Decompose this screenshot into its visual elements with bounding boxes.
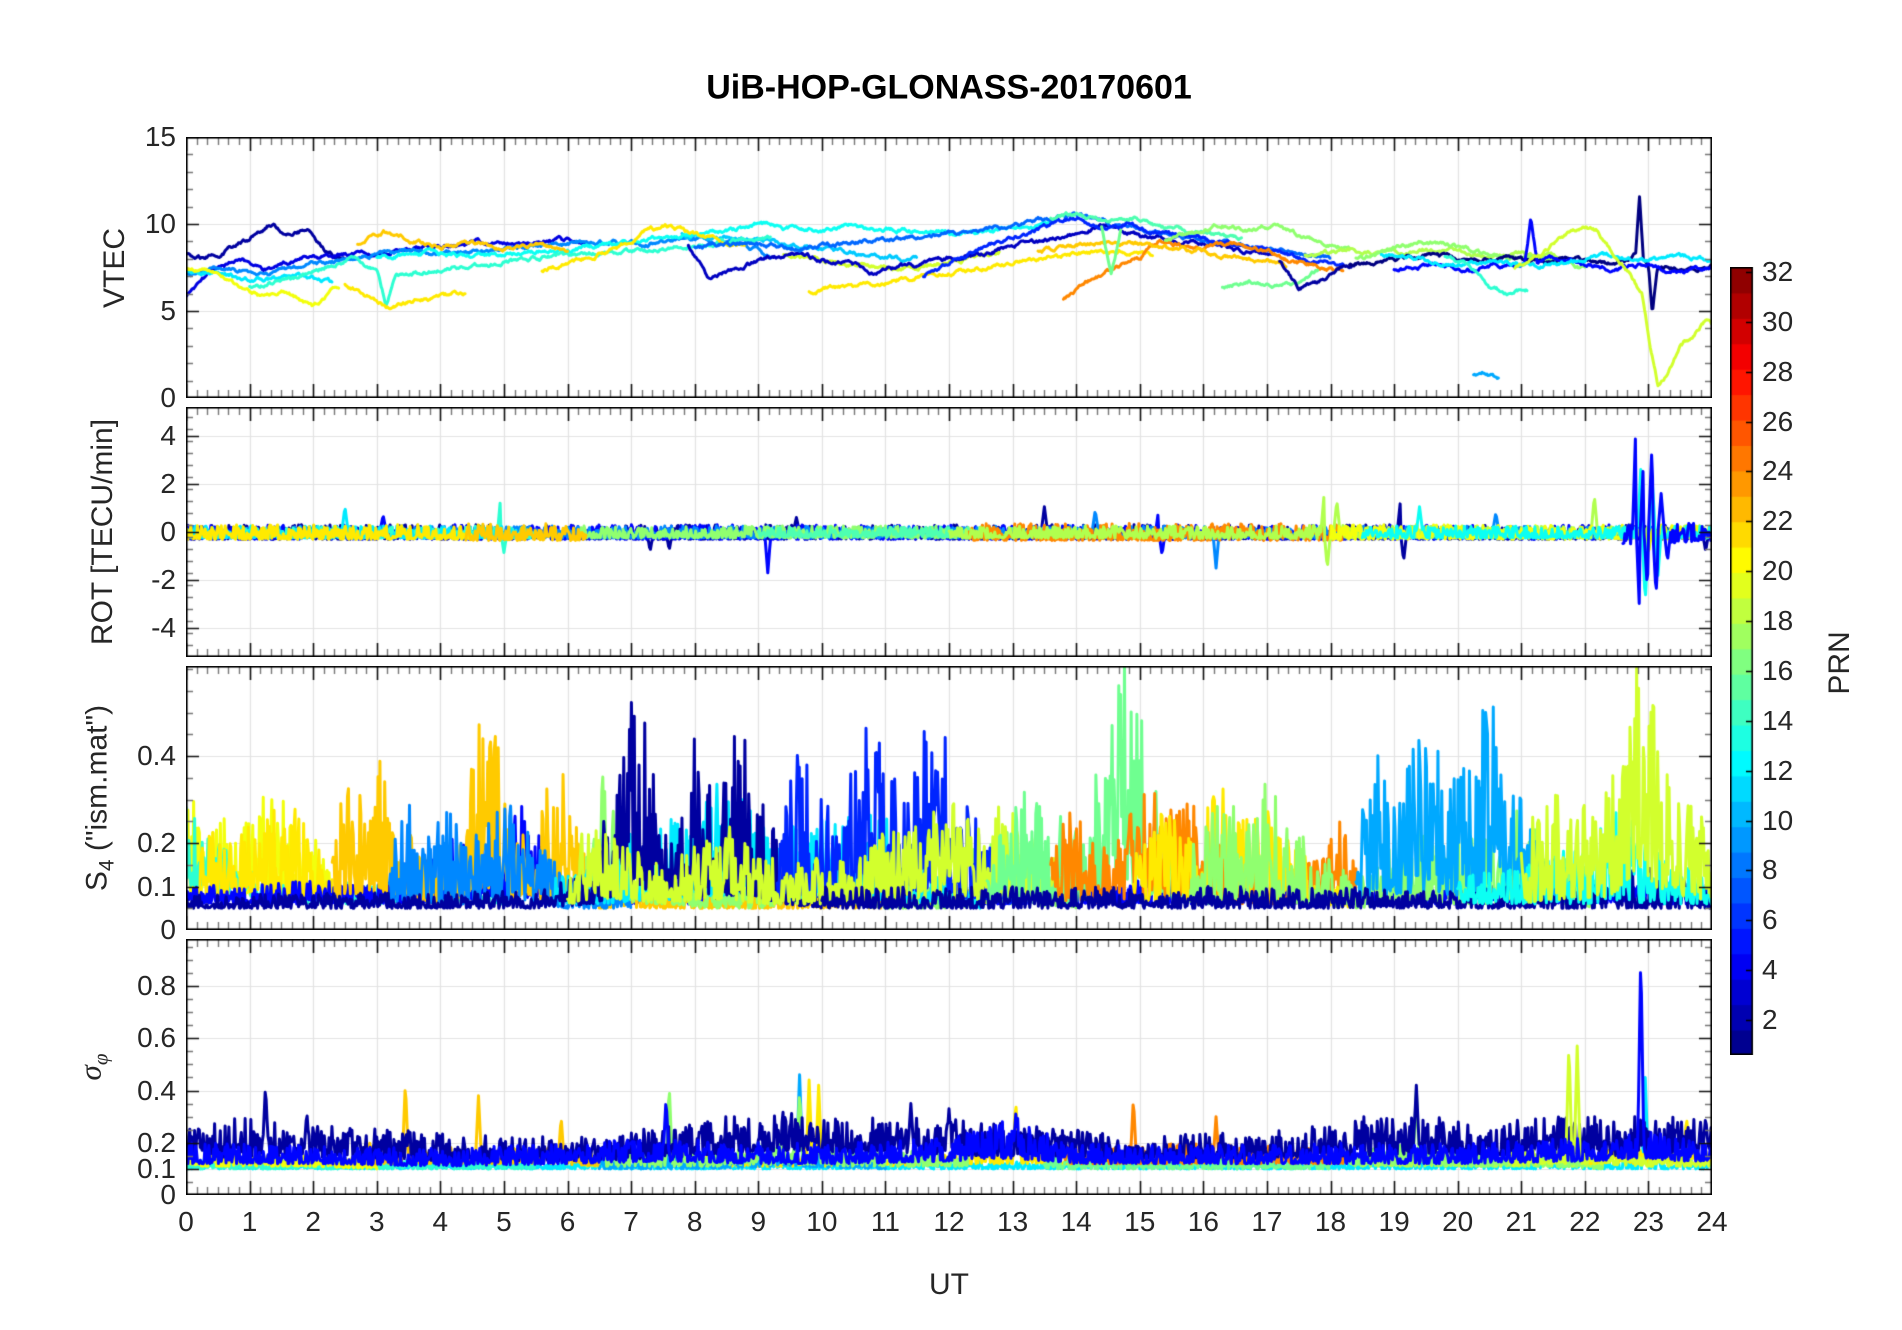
colorbar-tick-label: 16 — [1762, 654, 1794, 686]
rot-plot-canvas — [186, 407, 1712, 657]
vtec-y-tick-label: 10 — [144, 208, 176, 239]
x-tick-label: 24 — [1696, 1206, 1728, 1237]
vtec-y-tick-label: 15 — [144, 121, 176, 152]
colorbar-tick-label: 12 — [1762, 754, 1794, 786]
x-axis-label: UT — [929, 1268, 969, 1301]
vtec-plot-canvas — [186, 137, 1712, 398]
s4-y-tick-label: 0 — [160, 914, 176, 945]
x-tick-label: 1 — [241, 1206, 258, 1237]
sigma-phi-y-tick-label: 0 — [160, 1179, 176, 1210]
x-tick-label: 9 — [750, 1206, 767, 1237]
x-tick-label: 23 — [1632, 1206, 1664, 1237]
sigma-phi-y-tick-label: 0.1 — [137, 1152, 176, 1184]
x-tick-label: 3 — [368, 1206, 385, 1237]
x-tick-label: 16 — [1187, 1206, 1219, 1237]
x-tick-label: 15 — [1124, 1206, 1156, 1237]
colorbar-tick-label: 24 — [1762, 455, 1794, 487]
colorbar-tick-label: 32 — [1762, 255, 1794, 287]
colorbar-tick-label: 2 — [1762, 1004, 1778, 1036]
rot-y-tick-label: 0 — [160, 516, 176, 547]
vtec-y-tick-label: 0 — [160, 382, 176, 413]
colorbar-tick-label: 22 — [1762, 505, 1794, 537]
chart-title: UiB-HOP-GLONASS-20170601 — [706, 68, 1192, 107]
x-tick-label: 0 — [178, 1206, 194, 1237]
colorbar-tick-label: 28 — [1762, 355, 1794, 387]
x-tick-label: 13 — [997, 1206, 1029, 1237]
x-tick-label: 21 — [1505, 1206, 1537, 1237]
vtec-y-tick-label: 5 — [160, 295, 176, 326]
sigma-phi-y-tick-label: 0.6 — [137, 1022, 176, 1054]
colorbar-tick-label: 30 — [1762, 305, 1794, 337]
colorbar-tick-label: 14 — [1762, 704, 1794, 736]
x-tick-label: 22 — [1569, 1206, 1601, 1237]
x-tick-label: 5 — [496, 1206, 512, 1237]
rot-y-tick-label: 2 — [160, 467, 176, 499]
s4-plot-canvas — [186, 666, 1712, 930]
x-tick-label: 20 — [1442, 1206, 1474, 1237]
colorbar-tick-label: 26 — [1762, 405, 1794, 437]
colorbar-canvas — [1730, 267, 1763, 1055]
x-tick-label: 17 — [1251, 1206, 1283, 1237]
x-tick-label: 6 — [559, 1206, 576, 1237]
colorbar-tick-label: 4 — [1762, 954, 1778, 986]
rot-y-tick-label: -4 — [151, 612, 176, 644]
x-tick-label: 8 — [686, 1206, 703, 1237]
x-tick-label: 2 — [305, 1206, 321, 1237]
colorbar-tick-label: 10 — [1762, 804, 1794, 836]
s4-y-tick-label: 0.2 — [137, 827, 176, 858]
x-tick-label: 10 — [806, 1206, 838, 1237]
sigma-phi-y-tick-label: 0.4 — [137, 1074, 176, 1106]
x-tick-label: 7 — [623, 1206, 639, 1237]
sigma-phi-y-tick-label: 0.8 — [137, 970, 176, 1002]
colorbar-tick-label: 8 — [1762, 854, 1778, 886]
s4-y-axis-label: S4 ("ism.mat") — [80, 704, 119, 892]
colorbar-tick-label: 20 — [1762, 555, 1794, 587]
colorbar-tick-label: 18 — [1762, 605, 1794, 637]
x-tick-label: 18 — [1314, 1206, 1347, 1237]
x-tick-label: 14 — [1060, 1206, 1092, 1237]
x-tick-label: 19 — [1378, 1206, 1410, 1237]
s4-y-tick-label: 0.1 — [137, 870, 176, 902]
colorbar-tick-label: 6 — [1762, 904, 1778, 936]
x-tick-label: 11 — [870, 1206, 900, 1237]
rot-y-tick-label: 4 — [160, 419, 176, 451]
sigma-phi-plot-canvas — [186, 939, 1712, 1195]
rot-y-tick-label: -2 — [151, 564, 176, 596]
sigma-phi-y-tick-label: 0.2 — [137, 1126, 176, 1158]
x-tick-label: 4 — [432, 1206, 449, 1237]
x-tick-label: 12 — [933, 1206, 965, 1237]
s4-y-tick-label: 0.4 — [137, 740, 176, 772]
